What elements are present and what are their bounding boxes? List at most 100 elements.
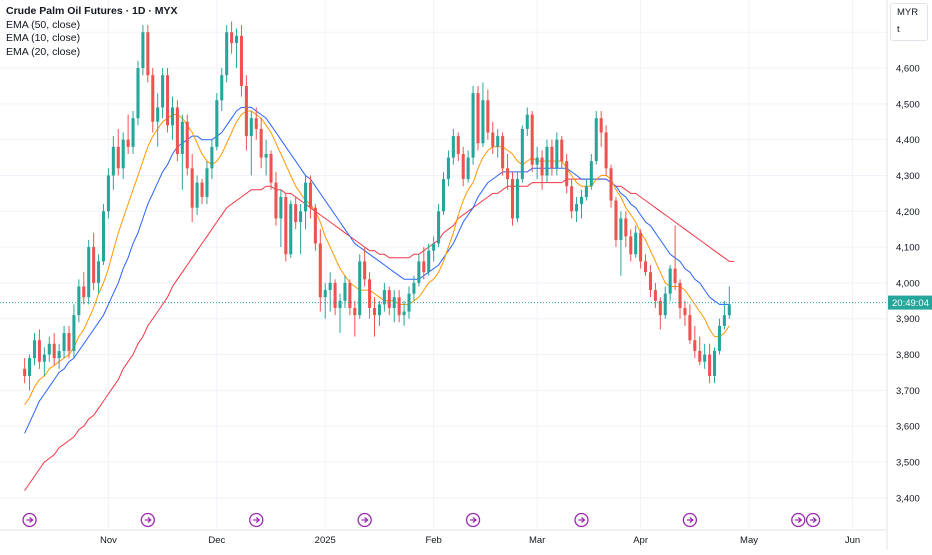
candle [451, 128, 455, 165]
indicator-ema-20[interactable]: EMA (20, close) [6, 45, 81, 58]
candle [634, 225, 638, 258]
candle [594, 111, 598, 165]
candle [668, 265, 672, 301]
candle-body [382, 290, 386, 305]
dividend-arrow-icon[interactable] [465, 512, 481, 528]
candle [510, 171, 515, 226]
candle-body [146, 32, 150, 76]
candle [225, 25, 229, 83]
candle-body [392, 297, 396, 308]
candle-body [47, 343, 51, 355]
candle [624, 211, 628, 248]
candle-body [82, 286, 86, 298]
candle [560, 136, 564, 169]
y-tick-label: 3,900 [896, 314, 920, 325]
candle [481, 82, 485, 147]
candle-body [239, 35, 243, 86]
candle-body [368, 279, 372, 308]
candle-body [136, 68, 140, 119]
candle-body [166, 75, 170, 126]
candle-body [688, 315, 692, 341]
candle [584, 179, 588, 201]
y-tick-label: 4,400 [896, 135, 920, 146]
candle [205, 161, 209, 205]
candle-body [372, 307, 377, 316]
candle-body [259, 128, 263, 158]
candle-body [476, 93, 480, 144]
candle [244, 75, 248, 151]
candle-body [422, 261, 426, 273]
candle-body [599, 118, 603, 133]
candle [151, 68, 155, 133]
candle [254, 107, 258, 140]
ema-10-line [24, 110, 730, 405]
candle-body [37, 340, 41, 362]
candle [372, 297, 377, 337]
candle [175, 100, 179, 162]
candle [570, 179, 574, 219]
candle-body [683, 307, 687, 316]
currency-unit-selector[interactable]: MYR t [890, 3, 928, 41]
candle [185, 114, 189, 176]
x-tick-label: 2025 [315, 535, 336, 546]
candle-body [644, 261, 648, 273]
candle-body [126, 139, 130, 147]
indicator-ema-50[interactable]: EMA (50, close) [6, 18, 81, 31]
symbol-title[interactable]: Crude Palm Oil Futures · 1D · MYX [6, 5, 178, 17]
candle [609, 164, 613, 208]
candle-body [308, 182, 312, 208]
last-price-line: 20:49:04 [0, 295, 932, 310]
y-tick-label: 3,500 [896, 457, 920, 468]
candle-body [708, 354, 712, 377]
candle [200, 179, 204, 205]
dividend-arrow-icon[interactable] [682, 512, 698, 528]
candle [47, 336, 51, 362]
candle-body [540, 157, 544, 176]
candle-body [515, 179, 519, 219]
candle [461, 146, 465, 187]
candle-body [520, 128, 524, 180]
dividend-arrow-icon[interactable] [140, 512, 155, 528]
candle [363, 247, 367, 287]
candle-body [589, 161, 593, 187]
candle-body [461, 153, 465, 180]
candle [525, 107, 529, 137]
candle [161, 68, 165, 119]
candle [136, 60, 140, 126]
dividend-arrow-icon[interactable] [249, 512, 264, 528]
candle-body [333, 282, 337, 308]
ema-20-line [24, 106, 730, 434]
candle [446, 150, 450, 187]
candle-body [92, 247, 96, 283]
candle [156, 93, 160, 147]
candle [259, 118, 263, 169]
candle [491, 121, 495, 154]
dividend-arrow-icon[interactable] [357, 512, 372, 528]
indicator-ema-10[interactable]: EMA (10, close) [6, 32, 81, 44]
ema-50-line [24, 178, 735, 491]
candle-body [116, 146, 120, 169]
dividend-arrow-icon[interactable] [574, 512, 589, 528]
candle [515, 171, 519, 223]
dividend-arrow-icon[interactable] [22, 512, 37, 528]
y-tick-label: 3,800 [896, 350, 920, 361]
candle [348, 279, 352, 316]
candle-body [200, 182, 204, 197]
candle-body [703, 354, 707, 362]
candle [126, 114, 130, 154]
dividend-arrow-icon[interactable] [805, 512, 821, 528]
candles [23, 21, 731, 391]
candle [101, 204, 106, 265]
candle [313, 204, 317, 251]
candle-body [279, 196, 283, 219]
candle [382, 282, 386, 312]
candle [111, 136, 115, 190]
dividend-arrow-icon[interactable] [791, 512, 806, 528]
x-tick-label: Dec [208, 535, 225, 546]
candle-body [713, 350, 717, 377]
candle [639, 229, 643, 269]
candle-body [77, 286, 81, 316]
candle [441, 171, 446, 215]
